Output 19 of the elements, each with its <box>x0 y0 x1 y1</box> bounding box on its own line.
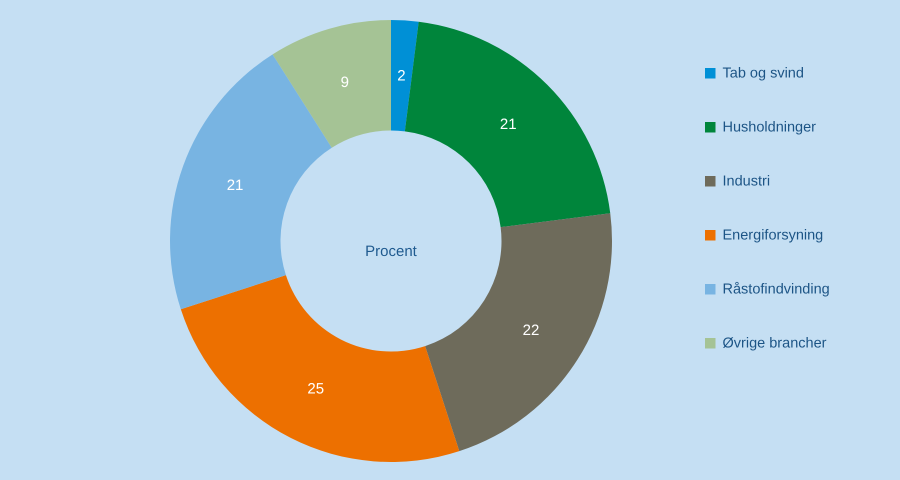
donut-slice <box>272 20 391 148</box>
data-label: 2 <box>397 68 406 85</box>
data-label: 9 <box>340 74 349 91</box>
legend-label: Råstofindvinding <box>722 281 830 298</box>
legend-label: Tab og svind <box>722 65 804 82</box>
text: Procent <box>365 243 418 260</box>
donut-slice <box>425 213 612 452</box>
legend-label: Øvrige brancher <box>722 335 827 352</box>
data-label: 21 <box>500 116 517 133</box>
donut-slice <box>391 20 419 132</box>
legend-label: Energiforsyning <box>722 227 824 244</box>
data-label: 21 <box>226 176 244 194</box>
donut-slice <box>180 275 460 462</box>
data-label: 25 <box>307 380 324 398</box>
legend-label: Industri <box>722 173 770 190</box>
data-label: 22 <box>522 322 540 339</box>
donut-slice <box>170 54 332 310</box>
donut-slice <box>404 22 610 228</box>
legend-label: Husholdninger <box>722 119 816 136</box>
